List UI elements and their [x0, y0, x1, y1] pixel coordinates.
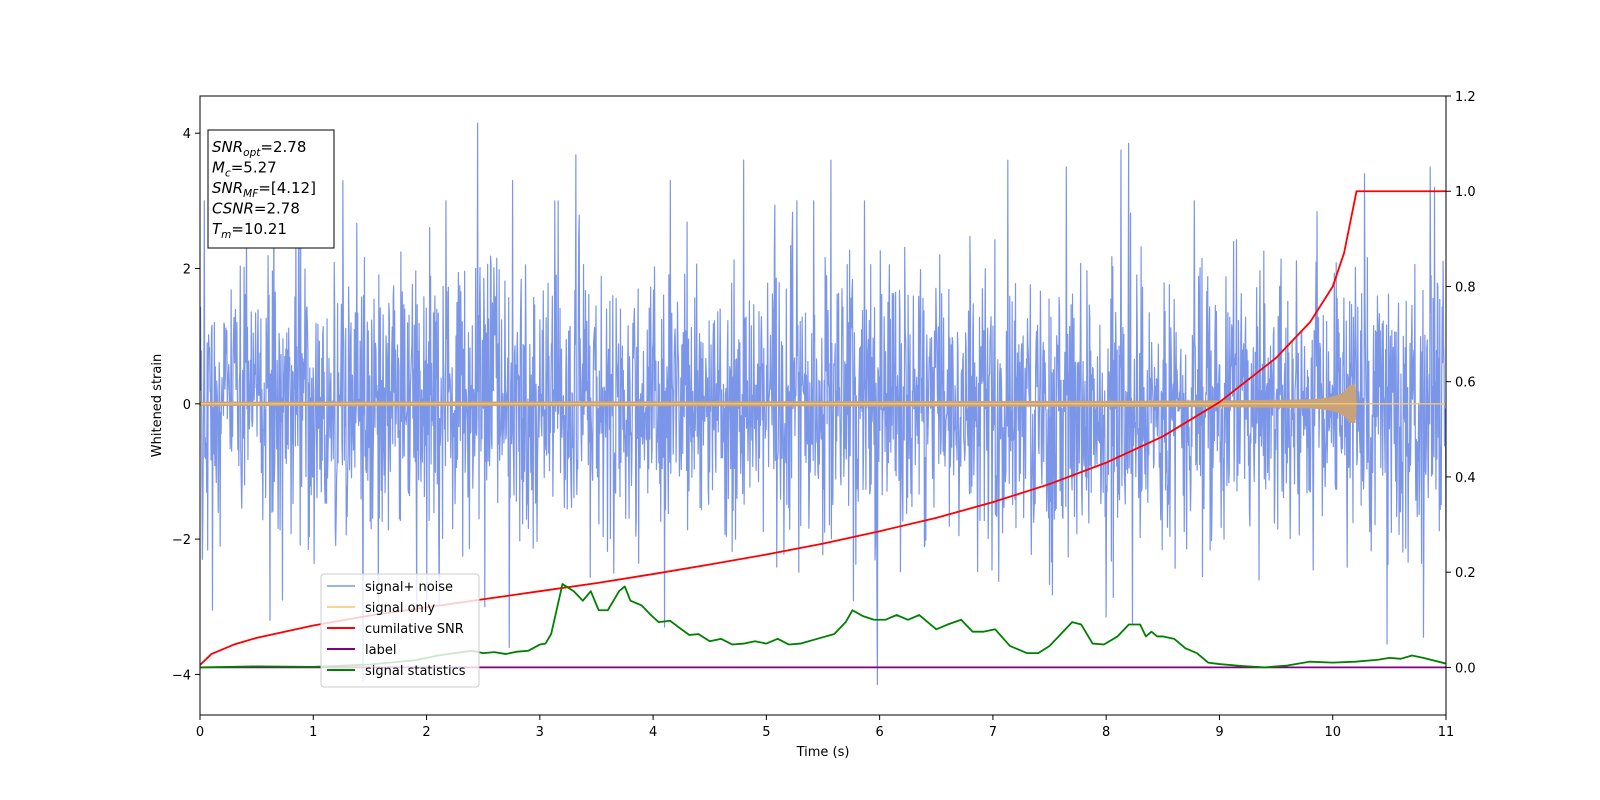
- y-tick-label: −2: [172, 533, 191, 548]
- legend: signal+ noise signal only cumilative SNR la…: [320, 573, 480, 688]
- series-signal-noise: [200, 122, 1446, 686]
- series-signal-statistics: [200, 583, 1446, 669]
- legend-entry: signal+ noise: [365, 580, 453, 595]
- x-tick-label: 3: [536, 725, 544, 740]
- y2-tick-label: 0.6: [1455, 376, 1476, 391]
- annotation-frame: [207, 129, 335, 249]
- x-tick-label: 9: [1215, 725, 1223, 740]
- legend-entry: label: [365, 643, 396, 658]
- y2-tick-label: 0.0: [1455, 661, 1476, 676]
- y2-tick-label: 0.8: [1455, 280, 1476, 295]
- x-tick-label: 10: [1324, 725, 1341, 740]
- y2-tick-label: 1.2: [1455, 90, 1476, 105]
- legend-entry: signal statistics: [365, 664, 466, 679]
- legend-entry: cumilative SNR: [365, 622, 464, 637]
- x-tick-label: 6: [875, 725, 883, 740]
- y-tick-label: 2: [183, 263, 191, 278]
- x-tick-label: 5: [762, 725, 770, 740]
- axes-frame: [199, 95, 1447, 716]
- y2-tick-label: 0.2: [1455, 566, 1476, 581]
- y2-tick-label: 0.4: [1455, 471, 1476, 486]
- y-tick-label: 0: [183, 398, 191, 413]
- x-tick-label: 8: [1102, 725, 1110, 740]
- x-tick-label: 11: [1438, 725, 1455, 740]
- legend-entry: signal only: [365, 601, 435, 616]
- x-tick-label: 2: [422, 725, 430, 740]
- x-axis-label: Time (s): [796, 745, 850, 760]
- legend-frame: [320, 573, 480, 688]
- y-tick-label: −4: [172, 668, 191, 683]
- y2-tick-label: 1.0: [1455, 185, 1476, 200]
- annotation-line: Tm=10.21: [212, 220, 287, 241]
- annotation-line: CSNR=2.78: [212, 200, 300, 218]
- x-tick-label: 4: [649, 725, 657, 740]
- x-tick-label: 7: [989, 725, 997, 740]
- annotation-line: SNRopt=2.78: [212, 138, 306, 159]
- y-tick-label: 4: [183, 127, 191, 142]
- annotation-line: SNRMF=[4.12]: [212, 179, 316, 200]
- x-tick-label: 1: [309, 725, 317, 740]
- axes: 0 1 2 3 4 5 6 7 8 9 10 11 −4 −2 0 2 4 0.0 0.2 0.4 0.6 0.8 1.0 1…: [150, 90, 1476, 760]
- x-tick-label: 0: [196, 725, 204, 740]
- annotation-line: Mc=5.27: [212, 159, 277, 180]
- y-axis-label: Whitened strain: [150, 354, 165, 457]
